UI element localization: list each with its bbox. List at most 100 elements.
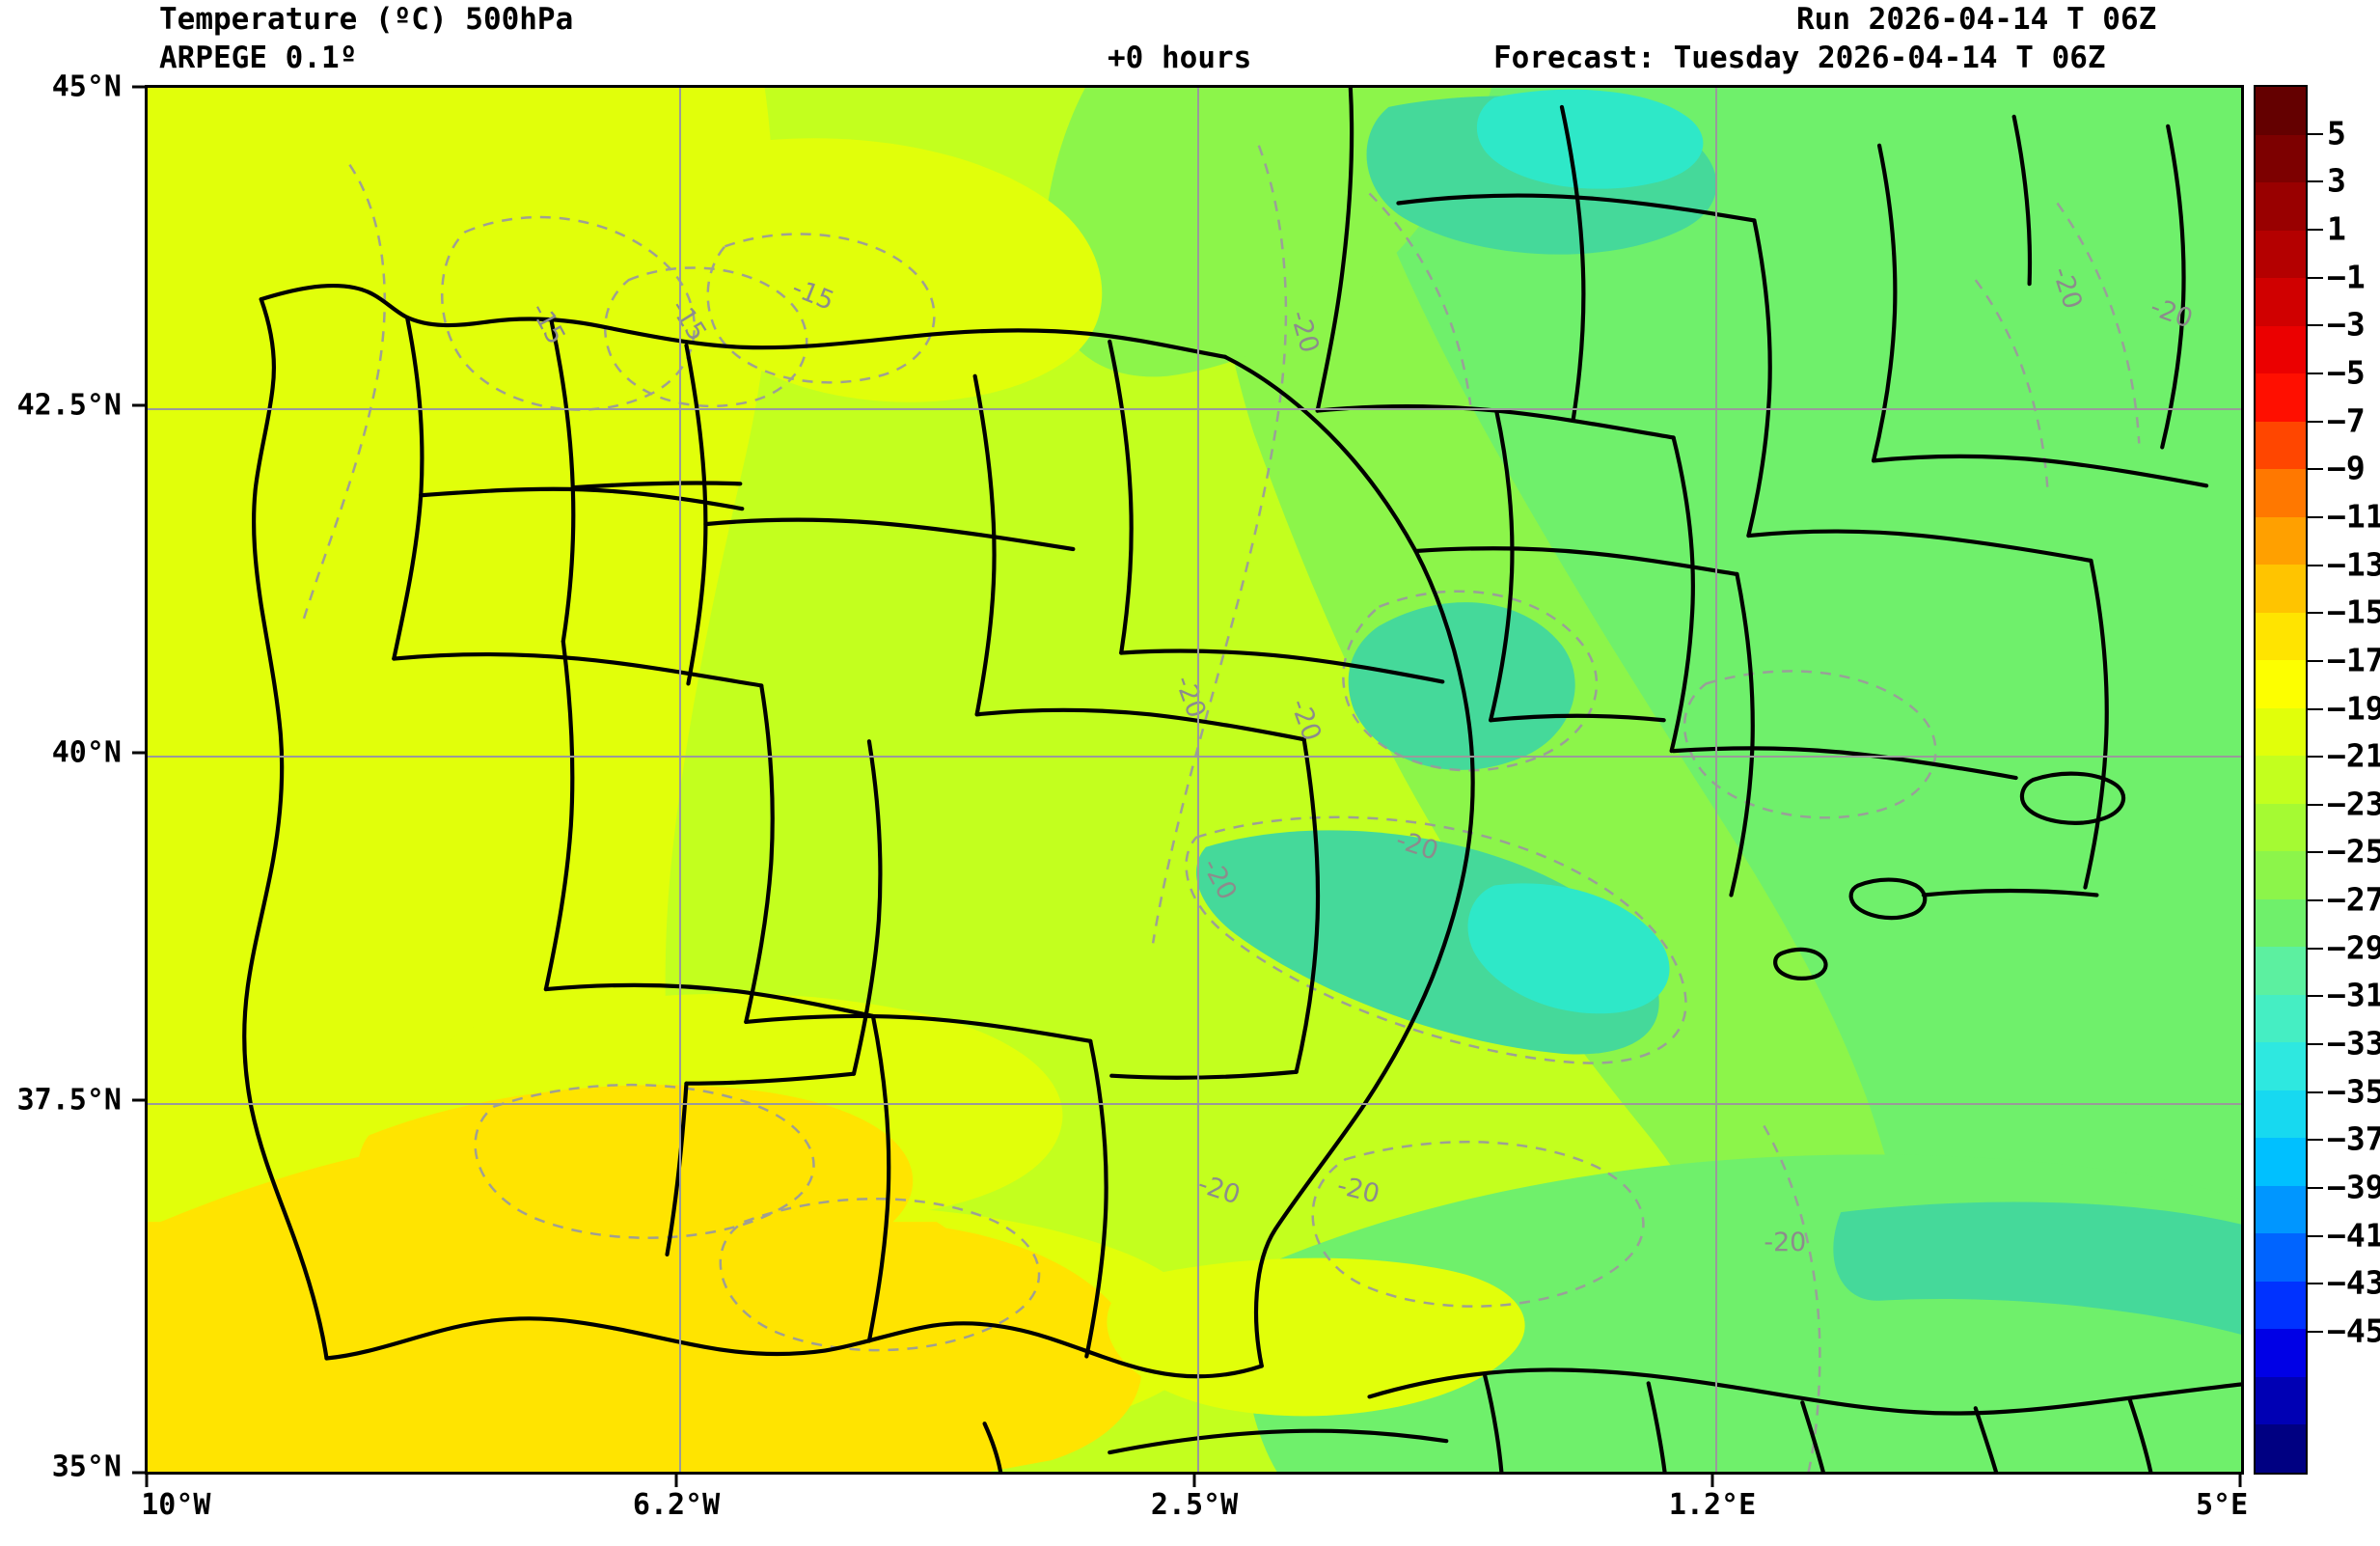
- colorbar-tick: [2308, 1283, 2323, 1285]
- colorbar-label--25: −25: [2327, 832, 2380, 870]
- colorbar-band-23: [2256, 1185, 2306, 1234]
- colorbar-label--41: −41: [2327, 1216, 2380, 1255]
- colorbar-tick: [2308, 612, 2323, 615]
- colorbar-band-14: [2256, 756, 2306, 804]
- y-tick: [132, 1471, 145, 1475]
- x-axis-label-5e: 5°E: [2195, 1488, 2249, 1522]
- colorbar-band-9: [2256, 516, 2306, 566]
- colorbar-label--13: −13: [2327, 545, 2380, 584]
- colorbar-tick: [2308, 756, 2323, 759]
- colorbar-tick: [2308, 1043, 2323, 1046]
- y-tick: [132, 403, 145, 407]
- colorbar-label--15: −15: [2327, 593, 2380, 631]
- colorbar-band-21: [2256, 1090, 2306, 1139]
- colorbar-band-16: [2256, 851, 2306, 899]
- colorbar-label--5: −5: [2327, 353, 2366, 392]
- colorbar-band-0: [2256, 87, 2306, 135]
- y-tick: [132, 1098, 145, 1102]
- colorbar-band-6: [2256, 373, 2306, 422]
- colorbar-band-2: [2256, 182, 2306, 231]
- colorbar-tick: [2308, 899, 2323, 902]
- colorbar-tick: [2308, 1234, 2323, 1237]
- gridline-vertical: [1715, 88, 1717, 1472]
- map-plot-area: -15 -15 -15 -20 -20 -20 -20 -20 -20 -20 …: [145, 85, 2244, 1475]
- colorbar-tick: [2308, 803, 2323, 806]
- colorbar-band-13: [2256, 707, 2306, 757]
- y-axis-label-37-5n: 37.5°N: [16, 1083, 122, 1118]
- colorbar-band-28: [2256, 1424, 2306, 1473]
- colorbar-label--35: −35: [2327, 1072, 2380, 1111]
- colorbar-tick: [2308, 1331, 2323, 1334]
- colorbar-label--23: −23: [2327, 785, 2380, 823]
- colorbar-label--29: −29: [2327, 928, 2380, 967]
- colorbar-band-10: [2256, 565, 2306, 613]
- colorbar-band-1: [2256, 134, 2306, 183]
- colorbar-tick: [2308, 947, 2323, 950]
- colorbar-tick: [2308, 659, 2323, 662]
- colorbar-tick: [2308, 420, 2323, 423]
- colorbar-tick: [2308, 468, 2323, 471]
- colorbar-label-5: 5: [2327, 114, 2346, 152]
- colorbar-label--27: −27: [2327, 880, 2380, 919]
- colorbar-band-18: [2256, 947, 2306, 995]
- colorbar-band-3: [2256, 230, 2306, 279]
- colorbar-tick: [2308, 132, 2323, 135]
- colorbar-band-19: [2256, 994, 2306, 1043]
- colorbar: [2254, 85, 2308, 1475]
- gridline-vertical: [679, 88, 681, 1472]
- colorbar-band-20: [2256, 1042, 2306, 1090]
- colorbar-label--21: −21: [2327, 736, 2380, 775]
- x-tick: [2238, 1475, 2242, 1487]
- colorbar-band-11: [2256, 612, 2306, 661]
- colorbar-label--31: −31: [2327, 976, 2380, 1014]
- colorbar-band-15: [2256, 803, 2306, 852]
- colorbar-tick: [2308, 1090, 2323, 1093]
- run-timestamp-label: Run 2026-04-14 T 06Z: [1796, 2, 2157, 37]
- x-axis-label-6-2w: 6.2°W: [632, 1488, 721, 1522]
- y-axis-label-35n: 35°N: [51, 1449, 122, 1484]
- contour-label: -20: [1764, 1228, 1806, 1257]
- temperature-field: -15 -15 -15 -20 -20 -20 -20 -20 -20 -20 …: [148, 88, 2241, 1472]
- colorbar-band-27: [2256, 1376, 2306, 1425]
- colorbar-label--7: −7: [2327, 401, 2366, 440]
- gridline-horizontal: [148, 1103, 2241, 1105]
- x-tick: [1192, 1475, 1196, 1487]
- colorbar-tick: [2308, 851, 2323, 854]
- colorbar-label--43: −43: [2327, 1263, 2380, 1302]
- colorbar-label--37: −37: [2327, 1119, 2380, 1158]
- colorbar-tick: [2308, 707, 2323, 710]
- gridline-horizontal: [148, 408, 2241, 410]
- colorbar-tick: [2308, 1187, 2323, 1190]
- x-tick: [145, 1475, 149, 1487]
- y-axis-label-45n: 45°N: [51, 69, 122, 104]
- colorbar-band-24: [2256, 1233, 2306, 1282]
- y-tick: [132, 751, 145, 755]
- y-axis-label-40n: 40°N: [51, 735, 122, 770]
- colorbar-label--39: −39: [2327, 1168, 2380, 1206]
- colorbar-label-3: 3: [2327, 161, 2346, 200]
- colorbar-band-5: [2256, 325, 2306, 374]
- colorbar-band-17: [2256, 898, 2306, 948]
- colorbar-tick: [2308, 276, 2323, 279]
- colorbar-label-1: 1: [2327, 209, 2346, 248]
- colorbar-band-8: [2256, 469, 2306, 517]
- colorbar-label--19: −19: [2327, 689, 2380, 728]
- colorbar-band-4: [2256, 278, 2306, 326]
- x-axis-label-10w: 10°W: [141, 1488, 211, 1522]
- colorbar-band-7: [2256, 421, 2306, 470]
- colorbar-band-25: [2256, 1281, 2306, 1330]
- colorbar-tick: [2308, 324, 2323, 327]
- colorbar-tick: [2308, 180, 2323, 183]
- colorbar-band-22: [2256, 1138, 2306, 1186]
- colorbar-label--3: −3: [2327, 305, 2366, 344]
- x-axis-label-1-2e: 1.2°E: [1668, 1488, 1757, 1522]
- x-tick: [674, 1475, 678, 1487]
- colorbar-tick: [2308, 228, 2323, 231]
- lead-time-label: +0 hours: [1108, 41, 1252, 75]
- colorbar-tick: [2308, 515, 2323, 518]
- colorbar-label--45: −45: [2327, 1311, 2380, 1350]
- colorbar-label--33: −33: [2327, 1024, 2380, 1063]
- chart-title: Temperature (ºC) 500hPa: [159, 2, 574, 37]
- colorbar-band-26: [2256, 1329, 2306, 1377]
